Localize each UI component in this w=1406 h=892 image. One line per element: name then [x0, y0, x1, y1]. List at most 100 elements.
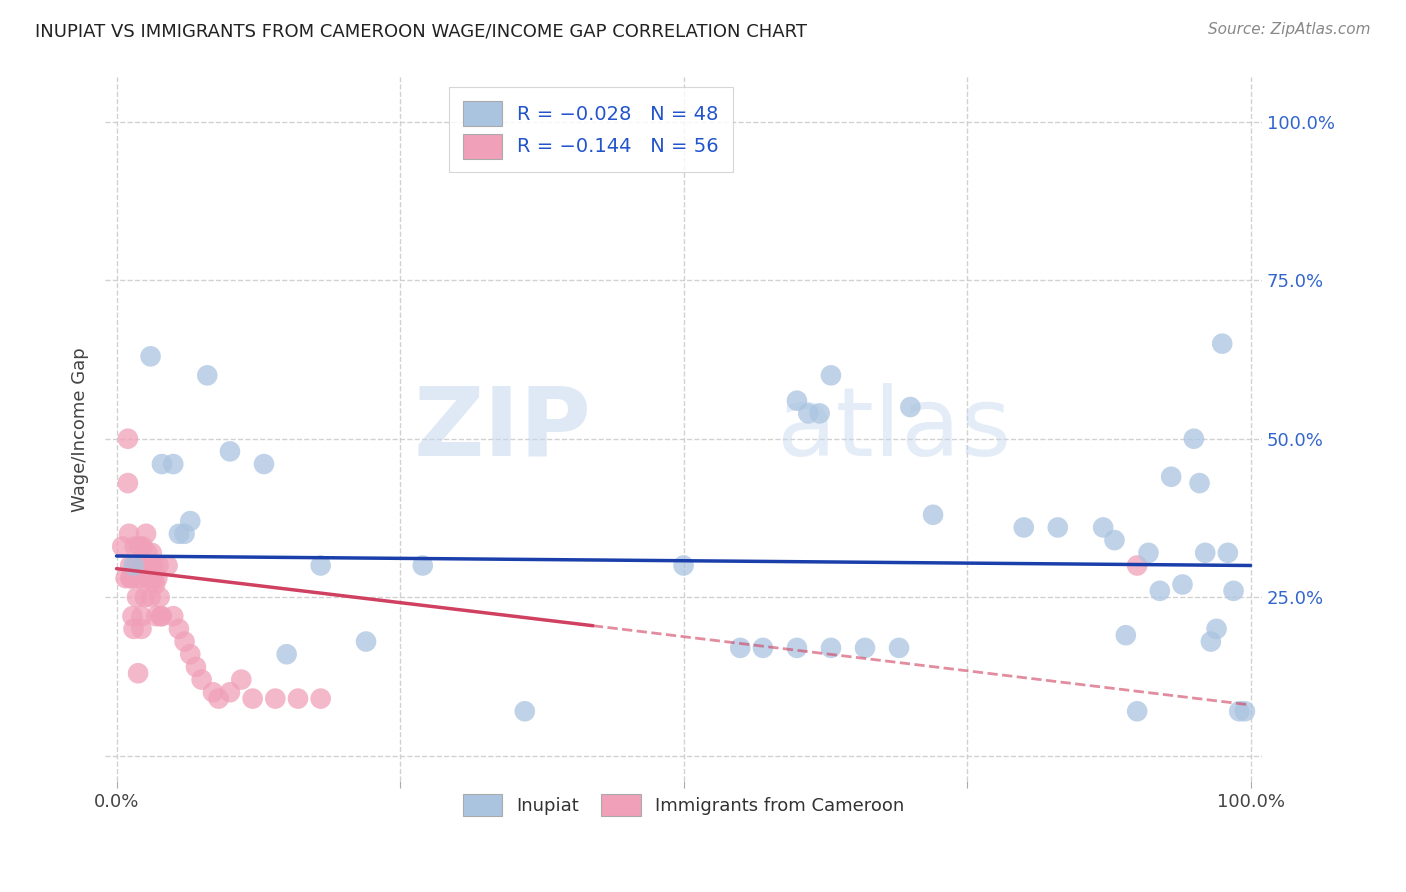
Point — [122, 558, 145, 573]
Point — [145, 609, 167, 624]
Point — [1205, 622, 1227, 636]
Point — [1046, 520, 1069, 534]
Point — [162, 609, 184, 624]
Point — [1211, 336, 1233, 351]
Point — [128, 540, 150, 554]
Point — [412, 558, 434, 573]
Point — [190, 673, 212, 687]
Point — [150, 609, 173, 624]
Point — [125, 558, 148, 573]
Point — [149, 609, 172, 624]
Point — [142, 558, 165, 573]
Point — [1149, 583, 1171, 598]
Point — [354, 634, 377, 648]
Point — [1227, 704, 1250, 718]
Point — [120, 558, 142, 573]
Point — [124, 540, 146, 554]
Point — [820, 368, 842, 383]
Point — [139, 349, 162, 363]
Point — [853, 640, 876, 655]
Point — [1182, 432, 1205, 446]
Point — [143, 577, 166, 591]
Point — [118, 526, 141, 541]
Y-axis label: Wage/Income Gap: Wage/Income Gap — [72, 347, 89, 512]
Point — [1199, 634, 1222, 648]
Point — [207, 691, 229, 706]
Point — [129, 571, 152, 585]
Point — [1012, 520, 1035, 534]
Point — [1222, 583, 1244, 598]
Point — [117, 432, 139, 446]
Point — [134, 558, 156, 573]
Point — [149, 590, 172, 604]
Point — [179, 514, 201, 528]
Point — [156, 558, 179, 573]
Point — [143, 571, 166, 585]
Point — [513, 704, 536, 718]
Point — [141, 546, 163, 560]
Text: ZIP: ZIP — [413, 383, 591, 475]
Point — [138, 571, 160, 585]
Point — [1216, 546, 1239, 560]
Point — [121, 609, 143, 624]
Point — [1160, 469, 1182, 483]
Point — [201, 685, 224, 699]
Point — [179, 647, 201, 661]
Point — [167, 622, 190, 636]
Point — [136, 558, 159, 573]
Point — [148, 558, 170, 573]
Point — [253, 457, 276, 471]
Point — [1126, 558, 1149, 573]
Point — [264, 691, 287, 706]
Point — [120, 571, 142, 585]
Point — [125, 558, 148, 573]
Point — [162, 457, 184, 471]
Point — [146, 571, 169, 585]
Point — [173, 634, 195, 648]
Point — [728, 640, 751, 655]
Text: atlas: atlas — [776, 383, 1011, 475]
Point — [219, 444, 242, 458]
Point — [127, 666, 149, 681]
Point — [786, 640, 808, 655]
Point — [276, 647, 298, 661]
Point — [128, 571, 150, 585]
Point — [122, 622, 145, 636]
Point — [898, 400, 921, 414]
Text: INUPIAT VS IMMIGRANTS FROM CAMEROON WAGE/INCOME GAP CORRELATION CHART: INUPIAT VS IMMIGRANTS FROM CAMEROON WAGE… — [35, 22, 807, 40]
Point — [195, 368, 218, 383]
Point — [131, 609, 153, 624]
Point — [1092, 520, 1115, 534]
Point — [1194, 546, 1216, 560]
Point — [150, 457, 173, 471]
Point — [139, 590, 162, 604]
Point — [184, 660, 207, 674]
Point — [287, 691, 309, 706]
Point — [309, 558, 332, 573]
Point — [173, 526, 195, 541]
Point — [1233, 704, 1256, 718]
Point — [922, 508, 945, 522]
Point — [120, 571, 142, 585]
Point — [167, 526, 190, 541]
Point — [808, 406, 831, 420]
Point — [786, 393, 808, 408]
Point — [820, 640, 842, 655]
Point — [131, 622, 153, 636]
Point — [1126, 704, 1149, 718]
Point — [752, 640, 775, 655]
Point — [111, 540, 134, 554]
Point — [117, 476, 139, 491]
Point — [1104, 533, 1126, 548]
Point — [672, 558, 695, 573]
Point — [797, 406, 820, 420]
Point — [219, 685, 242, 699]
Point — [136, 571, 159, 585]
Point — [309, 691, 332, 706]
Point — [1171, 577, 1194, 591]
Point — [125, 590, 148, 604]
Point — [134, 590, 156, 604]
Point — [1137, 546, 1160, 560]
Point — [1188, 476, 1211, 491]
Legend: Inupiat, Immigrants from Cameroon: Inupiat, Immigrants from Cameroon — [454, 785, 914, 825]
